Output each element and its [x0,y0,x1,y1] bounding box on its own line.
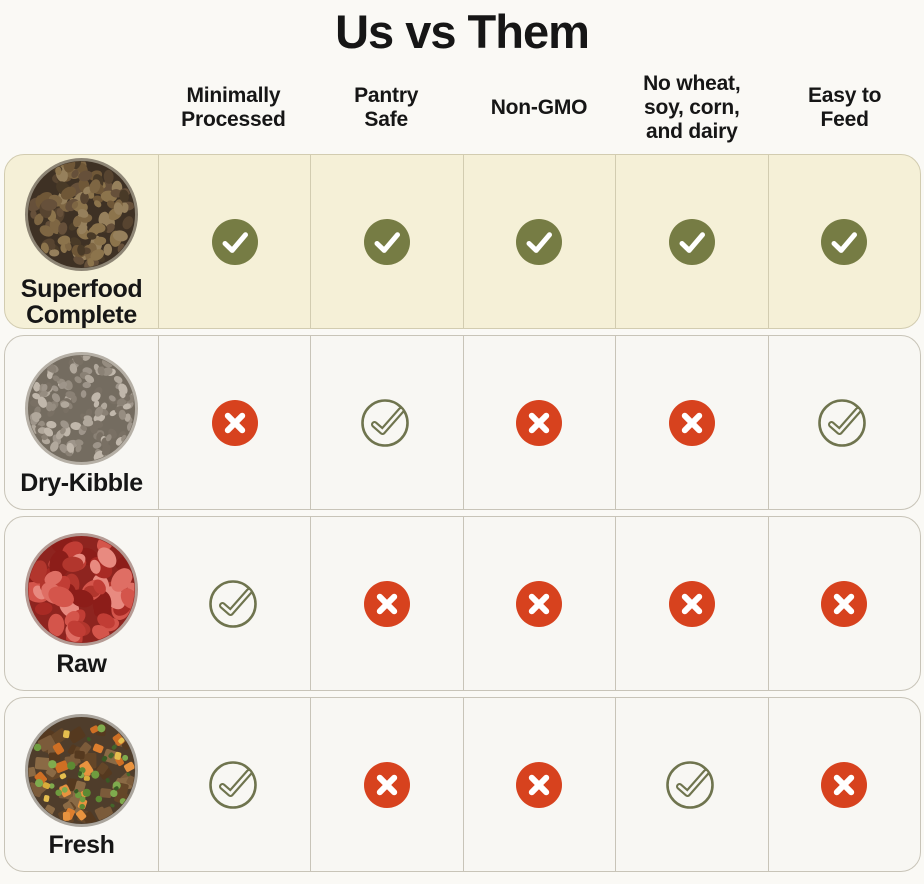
cell-superfood-complete-pantry-safe [310,155,462,328]
check-filled-icon [363,218,411,266]
cross-icon [363,580,411,628]
row-card-raw: Raw [4,516,921,691]
cross-icon [515,399,563,447]
cross-icon [668,399,716,447]
check-outline-icon [208,759,262,811]
row-label-raw: Raw [56,649,107,678]
cell-fresh-non-gmo [462,698,615,871]
table-body: Superfood Complete Dry-Kibble Raw Fresh [0,154,924,872]
cell-dry-kibble-easy-to-feed [767,336,920,509]
cell-raw-pantry-safe [310,517,462,690]
cell-raw-no-wheat-soy-corn-and-dairy [615,517,767,690]
check-filled-icon [515,218,563,266]
row-card-dry-kibble: Dry-Kibble [4,335,921,510]
column-header-minimally-processed: Minimally Processed [181,84,286,131]
cell-fresh-easy-to-feed [767,698,920,871]
check-filled-icon [668,218,716,266]
row-label-dry-kibble: Dry-Kibble [20,468,143,497]
cell-dry-kibble-non-gmo [462,336,615,509]
cell-dry-kibble-pantry-safe [310,336,462,509]
row-header-fresh: Fresh [5,698,158,871]
check-filled-icon [211,218,259,266]
row-label-fresh: Fresh [48,830,115,859]
check-outline-icon [817,397,871,449]
cross-icon [363,761,411,809]
column-header-easy-to-feed: Easy to Feed [807,84,882,131]
cell-fresh-no-wheat-soy-corn-and-dairy [615,698,767,871]
column-header-non-gmo: Non-GMO [490,96,588,120]
raw-bowl-image [23,531,140,648]
table-header: Minimally Processed Pantry Safe Non-GMO … [4,62,921,154]
cross-icon [211,399,259,447]
cross-icon [515,580,563,628]
row-header-dry-kibble: Dry-Kibble [5,336,158,509]
cell-fresh-minimally-processed [158,698,310,871]
check-outline-icon [360,397,414,449]
cross-icon [820,761,868,809]
cell-superfood-complete-minimally-processed [158,155,310,328]
cross-icon [515,761,563,809]
cell-raw-easy-to-feed [767,517,920,690]
cross-icon [668,580,716,628]
row-label-superfood-complete: Superfood Complete [20,274,143,329]
check-filled-icon [820,218,868,266]
dry-kibble-bowl-image [23,350,140,467]
row-header-raw: Raw [5,517,158,690]
cell-fresh-pantry-safe [310,698,462,871]
row-card-superfood-complete: Superfood Complete [4,154,921,329]
cell-dry-kibble-no-wheat-soy-corn-and-dairy [615,336,767,509]
cross-icon [820,580,868,628]
check-outline-icon [208,578,262,630]
cell-superfood-complete-non-gmo [462,155,615,328]
cell-raw-minimally-processed [158,517,310,690]
check-outline-icon [665,759,719,811]
row-card-fresh: Fresh [4,697,921,872]
cell-raw-non-gmo [462,517,615,690]
superfood-complete-bowl-image [23,156,140,273]
column-header-no-wheat-soy-corn-and-dairy: No wheat, soy, corn, and dairy [643,72,741,143]
cell-dry-kibble-minimally-processed [158,336,310,509]
page-title: Us vs Them [335,4,590,58]
fresh-bowl-image [23,712,140,829]
row-header-superfood-complete: Superfood Complete [5,155,158,328]
cell-superfood-complete-no-wheat-soy-corn-and-dairy [615,155,767,328]
cell-superfood-complete-easy-to-feed [767,155,920,328]
column-header-pantry-safe: Pantry Safe [354,84,419,131]
